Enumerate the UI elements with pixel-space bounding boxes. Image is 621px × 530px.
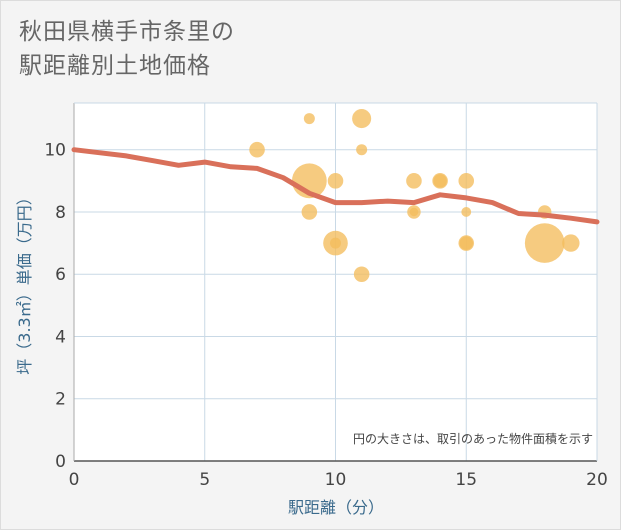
y-tick-label-0: 0 — [55, 452, 66, 472]
average-price-line — [71, 147, 600, 225]
chart-title: 秋田県横手市条里の 駅距離別土地価格 — [19, 15, 235, 83]
bubble-18 — [459, 236, 473, 250]
bubble-3 — [301, 204, 318, 220]
x-tick-label-5: 5 — [199, 470, 210, 490]
bubble-6 — [330, 237, 341, 249]
bubble-15 — [458, 173, 475, 189]
bubble-8 — [356, 144, 368, 156]
y-tick-label-8: 8 — [55, 203, 66, 223]
y-tick-label-2: 2 — [55, 390, 66, 410]
bubble-20 — [524, 223, 565, 263]
bubble-16 — [461, 207, 472, 217]
x-tick-label-15: 15 — [455, 470, 477, 490]
axis-ticks: 0 5 10 15 20 0 2 4 6 8 10 — [44, 141, 607, 490]
bubble-14 — [433, 174, 447, 188]
x-tick-label-0: 0 — [69, 470, 80, 490]
bubble-7 — [352, 109, 372, 129]
bubble-9 — [353, 266, 370, 282]
y-tick-label-6: 6 — [55, 265, 66, 285]
bubble-10 — [406, 173, 422, 189]
x-tick-label-20: 20 — [586, 470, 608, 490]
bubble-size-note: 円の大きさは、取引のあった物件面積を示す — [353, 431, 593, 446]
bubble-0 — [249, 141, 265, 158]
y-tick-label-4: 4 — [55, 327, 66, 347]
y-axis-title: 坪（3.3㎡）単価（万円） — [15, 189, 34, 374]
y-tick-label-10: 10 — [44, 141, 66, 161]
bubble-12 — [409, 207, 419, 217]
chart-title-line-1: 秋田県横手市条里の — [19, 19, 235, 45]
x-axis-title: 駅距離（分） — [288, 498, 384, 517]
grid-lines — [73, 102, 598, 462]
chart-title-line-2: 駅距離別土地価格 — [19, 53, 211, 79]
bubble-4 — [327, 173, 344, 189]
bubble-1 — [303, 113, 315, 125]
bubble-layer — [249, 109, 580, 282]
x-tick-label-10: 10 — [325, 470, 347, 490]
bubble-21 — [562, 234, 580, 252]
